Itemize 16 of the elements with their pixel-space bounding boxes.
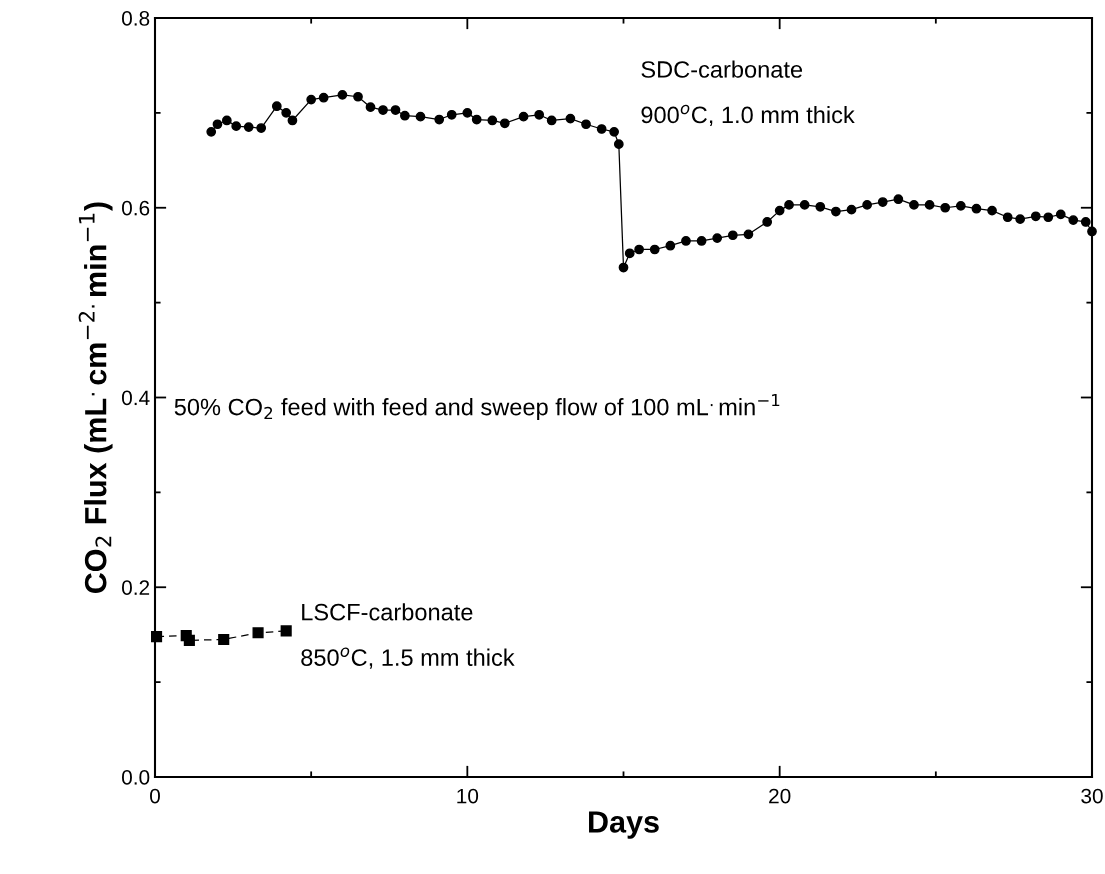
y-tick-label: 0.4 [121, 390, 150, 406]
annotation: 850$^{o}$C, 1.5 mm thick [301, 647, 515, 669]
x-tick-label: 10 [457, 788, 479, 804]
annotation: LSCF-carbonate [302, 603, 473, 621]
x-axis-title: Days [589, 811, 659, 839]
annotation: 50% CO$_{2}$ feed with feed and sweep flow of 100 mL$^{.}$min$^{−1}$ [174, 394, 780, 421]
annotation: SDC-carbonate [641, 60, 803, 78]
y-tick-label: 0.8 [121, 11, 150, 26]
text: CO$_{2}$ Flux (mL$^{.}$cm$^{−2.}$min$^{−1}$) [78, 202, 113, 594]
x-tick-label: 20 [769, 788, 791, 804]
y-tick-label: 0.2 [121, 580, 150, 595]
annotation: 900$^{o}$C, 1.0 mm thick [641, 104, 855, 127]
y-tick-label: 0.6 [121, 200, 150, 216]
x-tick-label: 0 [150, 788, 160, 804]
x-tick-label: 30 [1081, 788, 1103, 804]
y-tick-label: 0.0 [121, 770, 150, 785]
